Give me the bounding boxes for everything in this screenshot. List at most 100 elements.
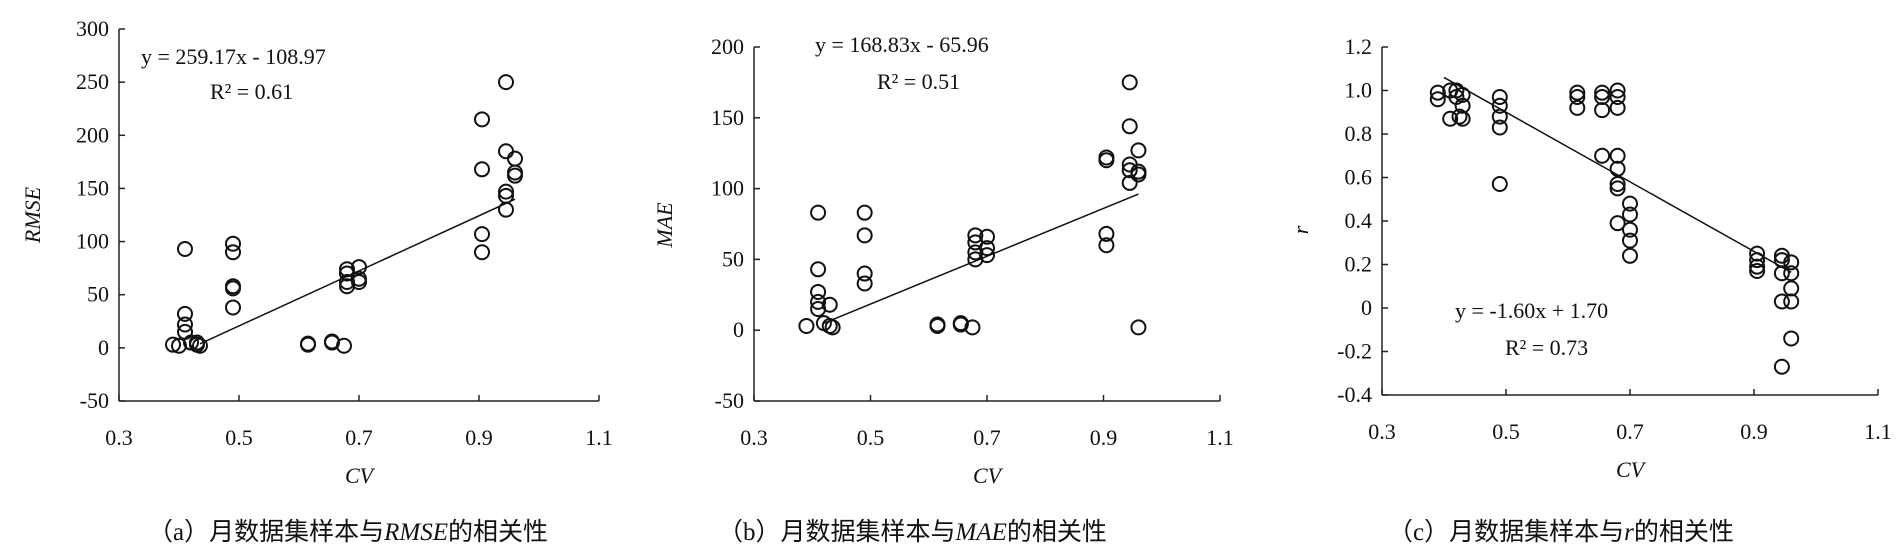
regression-equation: y = 259.17x - 108.97	[141, 44, 326, 69]
x-tick-label: 0.9	[1090, 425, 1118, 450]
data-point	[498, 74, 514, 91]
x-tick-label: 0.5	[857, 425, 885, 450]
data-point	[1622, 206, 1638, 223]
regression-equation: y = -1.60x + 1.70	[1455, 298, 1608, 323]
caption-a: （a）月数据集样本与RMSE的相关性	[148, 512, 548, 548]
data-point	[498, 201, 514, 218]
x-tick-label: 1.1	[1206, 425, 1234, 450]
data-point	[856, 265, 873, 282]
data-point	[821, 296, 838, 313]
y-tick-label: 0	[98, 335, 109, 360]
data-point	[1622, 221, 1638, 238]
x-tick-label: 1.1	[1864, 419, 1892, 444]
y-axis-label: RMSE	[20, 186, 45, 244]
data-point	[1783, 293, 1800, 310]
data-point	[1121, 118, 1138, 135]
data-point	[979, 240, 995, 257]
data-point	[225, 235, 241, 252]
data-point	[952, 316, 969, 333]
data-point	[1609, 99, 1626, 116]
trend-line	[199, 198, 516, 345]
caption-b-var: MAE	[955, 519, 1007, 546]
data-point	[967, 227, 984, 244]
caption-b: （b）月数据集样本与MAE的相关性	[718, 512, 1107, 548]
y-tick-label: 50	[722, 246, 744, 271]
r-squared-label: R² = 0.51	[877, 69, 960, 94]
y-tick-label: 200	[76, 122, 109, 147]
y-tick-label: 0	[733, 317, 744, 342]
data-point	[1130, 166, 1147, 183]
data-point	[1569, 99, 1586, 116]
data-point	[1491, 176, 1508, 193]
x-axis-label: CV	[1616, 457, 1647, 482]
y-tick-label: -0.4	[1337, 382, 1372, 407]
y-tick-label: 1.2	[1345, 34, 1373, 59]
y-tick-label: 100	[76, 229, 109, 254]
data-point	[1569, 89, 1586, 106]
y-tick-label: -0.2	[1337, 339, 1372, 364]
x-tick-label: 0.9	[1740, 419, 1768, 444]
data-point	[474, 111, 490, 128]
data-point	[979, 247, 995, 264]
data-point	[1594, 84, 1611, 101]
caption-b-suffix: 的相关性	[1006, 519, 1107, 546]
y-tick-label: 0	[1361, 295, 1372, 320]
data-point	[964, 319, 981, 336]
data-point	[192, 337, 208, 354]
data-point	[810, 293, 827, 310]
caption-c-prefix: （c）月数据集样本与	[1388, 519, 1625, 546]
data-point	[177, 316, 193, 333]
data-point	[1454, 110, 1471, 127]
caption-c-suffix: 的相关性	[1633, 519, 1734, 546]
y-tick-label: 150	[76, 175, 109, 200]
data-point	[798, 317, 815, 334]
data-point	[1121, 162, 1138, 179]
caption-c: （c）月数据集样本与r的相关性	[1388, 512, 1734, 548]
data-point	[177, 241, 193, 258]
y-tick-label: 0.8	[1345, 121, 1373, 146]
data-point	[1491, 89, 1508, 106]
x-tick-label: 1.1	[585, 425, 613, 450]
caption-c-var: r	[1624, 519, 1634, 546]
y-tick-label: 150	[711, 105, 744, 130]
data-point	[810, 204, 827, 221]
data-point	[474, 244, 490, 261]
data-point	[810, 261, 827, 278]
data-point	[1121, 174, 1138, 191]
data-point	[1098, 225, 1115, 242]
data-point	[339, 273, 355, 290]
x-axis-label: CV	[345, 463, 376, 488]
y-tick-label: -50	[80, 388, 109, 413]
data-point	[856, 275, 873, 292]
data-point	[474, 226, 490, 243]
data-point	[1594, 147, 1611, 164]
data-point	[1609, 160, 1626, 177]
y-tick-label: 0.2	[1345, 252, 1373, 277]
x-tick-label: 0.5	[1492, 419, 1520, 444]
data-point	[929, 316, 946, 333]
data-point	[1773, 358, 1790, 375]
data-point	[498, 143, 514, 160]
data-point	[1442, 110, 1459, 127]
x-tick-label: 0.3	[740, 425, 768, 450]
y-tick-label: 1.0	[1345, 78, 1373, 103]
caption-a-var: RMSE	[384, 519, 448, 546]
trend-line	[1443, 76, 1792, 273]
y-axis-label: r	[1288, 225, 1313, 234]
data-point	[1609, 180, 1626, 197]
data-point	[1609, 176, 1626, 193]
x-tick-label: 0.5	[225, 425, 253, 450]
x-tick-label: 0.7	[345, 425, 373, 450]
data-point	[507, 167, 523, 184]
data-point	[498, 183, 514, 200]
data-point	[177, 305, 193, 322]
data-point	[171, 337, 187, 354]
data-point	[1609, 89, 1626, 106]
data-point	[1622, 232, 1638, 249]
trend-line	[823, 193, 1139, 324]
data-point	[507, 164, 523, 181]
data-point	[1491, 97, 1508, 114]
data-point	[1429, 84, 1446, 101]
data-point	[1098, 237, 1115, 254]
